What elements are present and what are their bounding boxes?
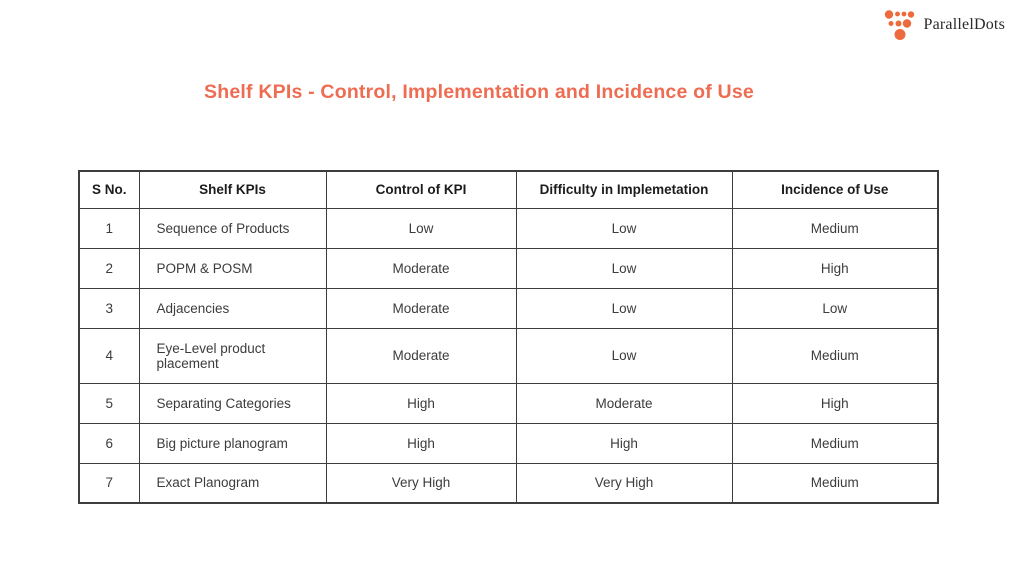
column-header-1: Shelf KPIs [138, 170, 327, 209]
table-cell: Moderate [325, 287, 517, 329]
table-cell: 7 [78, 462, 140, 504]
table-row: 6 Big picture planogram High High Medium [78, 422, 939, 464]
table-cell: Low [731, 287, 939, 329]
table-cell: Low [515, 207, 733, 249]
table-cell: Separating Categories [138, 382, 327, 424]
table-cell: 5 [78, 382, 140, 424]
table-row: 3 Adjacencies Moderate Low Low [78, 287, 939, 329]
table-row: 4 Eye-Level product placement Moderate Low M… [78, 327, 939, 384]
table-cell: Low [515, 247, 733, 289]
table-cell: High [731, 382, 939, 424]
table-cell: Low [515, 327, 733, 384]
column-header-4: Incidence of Use [731, 170, 939, 209]
table-cell: Medium [731, 462, 939, 504]
kpi-table-body: 1 Sequence of Products Low Low Medium 2 POPM &… [78, 207, 939, 504]
table-cell: Moderate [325, 327, 517, 384]
table-cell: Adjacencies [138, 287, 327, 329]
table-cell: Medium [731, 327, 939, 384]
table-cell: 4 [78, 327, 140, 384]
table-cell: Very High [515, 462, 733, 504]
table-cell: 3 [78, 287, 140, 329]
table-cell: Moderate [515, 382, 733, 424]
column-header-0: S No. [78, 170, 140, 209]
table-row: 7 Exact Planogram Very High Very High Medium [78, 462, 939, 504]
table-cell: Low [515, 287, 733, 329]
page-title: Shelf KPIs - Control, Implementation and… [204, 81, 754, 103]
kpi-table-head: S No. Shelf KPIs Control of KPI Difficulty … [78, 170, 939, 209]
table-cell: Eye-Level product placement [138, 327, 327, 384]
table-row: 2 POPM & POSM Moderate Low High [78, 247, 939, 289]
table-cell: Exact Planogram [138, 462, 327, 504]
column-header-2: Control of KPI [325, 170, 517, 209]
table-header-row: S No. Shelf KPIs Control of KPI Difficulty … [78, 170, 939, 209]
paralleldots-dots-icon [884, 10, 914, 40]
table-row: 5 Separating Categories High Moderate High [78, 382, 939, 424]
table-cell: High [325, 382, 517, 424]
table-cell: High [325, 422, 517, 464]
table-cell: Very High [325, 462, 517, 504]
paralleldots-logo: ParallelDots [883, 8, 1006, 41]
paralleldots-logo-text: ParallelDots [923, 15, 1005, 33]
table-cell: 1 [78, 207, 140, 249]
table-cell: High [731, 247, 939, 289]
table-cell: 2 [78, 247, 140, 289]
kpi-table: S No. Shelf KPIs Control of KPI Difficulty … [78, 170, 939, 504]
table-cell: Sequence of Products [138, 207, 327, 249]
table-cell: High [515, 422, 733, 464]
column-header-3: Difficulty in Implemetation [515, 170, 733, 209]
table-cell: POPM & POSM [138, 247, 327, 289]
table-cell: Moderate [325, 247, 517, 289]
table-cell: Big picture planogram [138, 422, 327, 464]
table-cell: Medium [731, 207, 939, 249]
table-cell: 6 [78, 422, 140, 464]
table-cell: Medium [731, 422, 939, 464]
table-row: 1 Sequence of Products Low Low Medium [78, 207, 939, 249]
table-cell: Low [325, 207, 517, 249]
